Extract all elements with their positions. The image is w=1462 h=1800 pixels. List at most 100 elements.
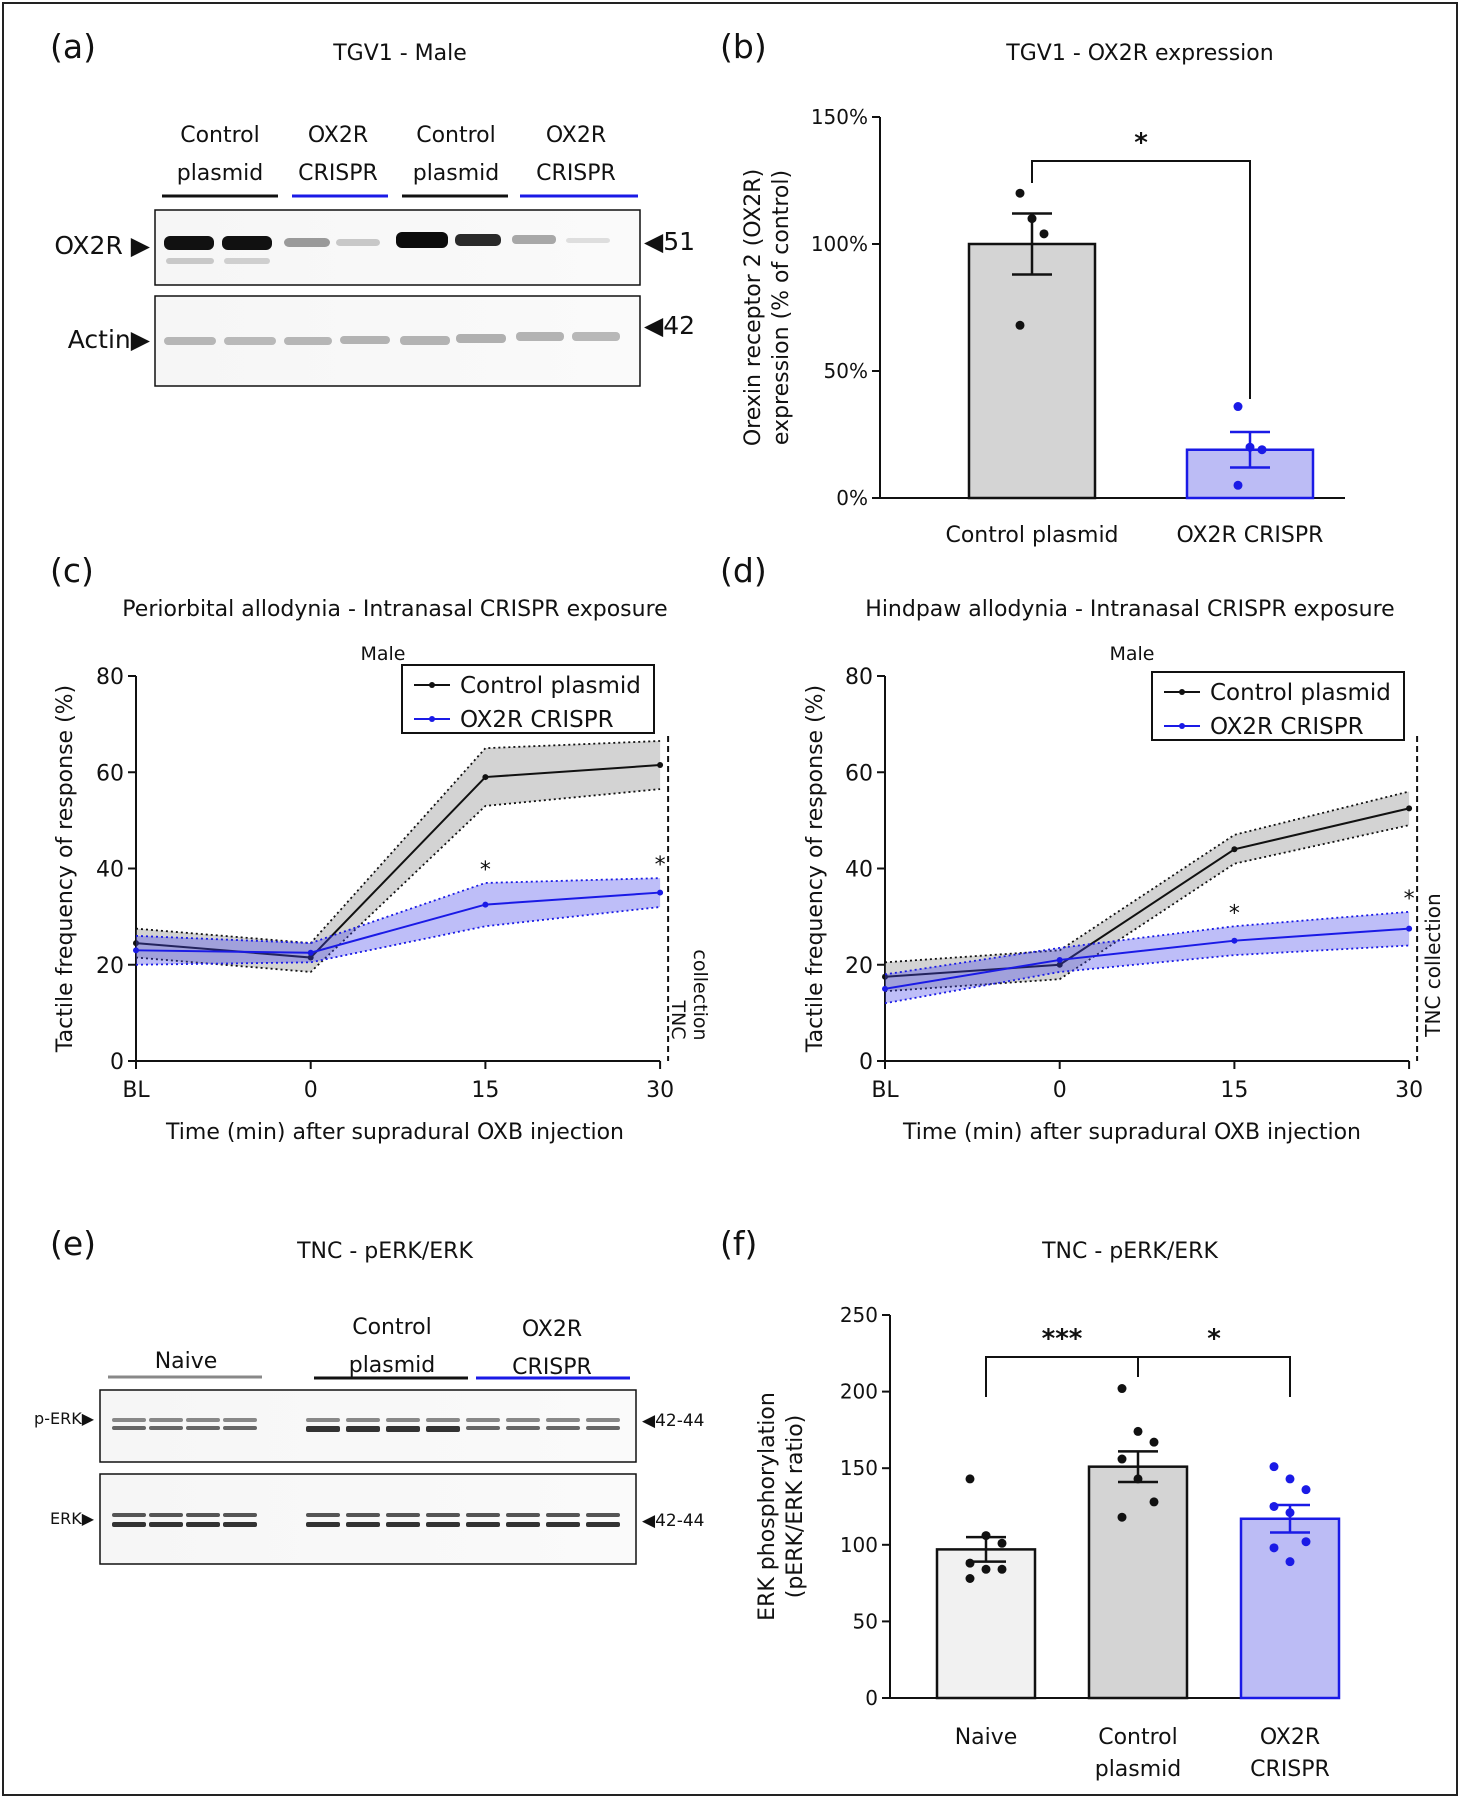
- erk-band-lower: [506, 1522, 540, 1527]
- erk-band-upper: [466, 1513, 500, 1517]
- x-axis-label: Time (min) after supradural OXB injectio…: [165, 1120, 624, 1145]
- erk-band-upper: [223, 1513, 257, 1517]
- bar: [967, 242, 1097, 500]
- y-tick-label: 0: [110, 1050, 124, 1075]
- x-axis-label: Time (min) after supradural OXB injectio…: [902, 1120, 1361, 1145]
- data-point: [1285, 1508, 1295, 1518]
- data-point: [1027, 214, 1037, 224]
- y-tick-label: 100%: [811, 232, 868, 256]
- sem-band: [136, 878, 661, 965]
- erk-band-upper: [506, 1513, 540, 1517]
- significance-bracket: [1031, 160, 1251, 399]
- sem-upper: [135, 740, 661, 945]
- sem-band: [885, 791, 1410, 992]
- erk-blot: [99, 1473, 637, 1565]
- group-label-crispr-b: CRISPR: [512, 1355, 592, 1380]
- data-point: [1257, 445, 1267, 455]
- perk-band-lower: [506, 1426, 540, 1430]
- x-tick-label: 15: [1220, 1078, 1248, 1103]
- perk-band-upper: [466, 1418, 500, 1422]
- chart-subtitle: Male: [360, 643, 405, 665]
- sem-lower: [884, 944, 1410, 1005]
- mw-42: ◀42: [644, 311, 695, 340]
- data-point: [1015, 320, 1025, 330]
- legend-swatch-dot: [1179, 689, 1185, 695]
- perk-band-upper: [306, 1418, 340, 1422]
- legend-label: OX2R CRISPR: [460, 707, 614, 733]
- series-point: [307, 949, 314, 956]
- data-point: [1301, 1537, 1311, 1547]
- y-tick-label: 0: [859, 1050, 873, 1075]
- chart-d: Hindpaw allodynia - Intranasal CRISPR ex…: [803, 597, 1423, 1145]
- data-point: [997, 1538, 1007, 1548]
- y-tick-label: 80: [845, 665, 873, 690]
- lane-label-3a: Control: [416, 123, 496, 148]
- y-tick-label: 150%: [811, 105, 868, 129]
- x-tick-label: BL: [871, 1078, 899, 1103]
- series-point: [133, 940, 139, 947]
- y-tick-label: 50%: [824, 359, 868, 383]
- significance-bracket: [1137, 1356, 1291, 1397]
- y-tick-label: 0: [865, 1686, 878, 1710]
- y-axis-label: ERK phosphorylation: [755, 1392, 780, 1621]
- chart-f: TNC - pERK/ERK 0 50 100 150 200 250 ERK phospho…: [755, 1239, 1341, 1782]
- y-tick-label: 200: [840, 1380, 878, 1404]
- x-tick-label: 0: [304, 1078, 318, 1103]
- series-point: [482, 901, 489, 908]
- chart-c: Periorbital allodynia - Intranasal CRISP…: [53, 597, 674, 1145]
- y-tick-label: 50: [853, 1609, 878, 1633]
- x-tick-label: 0: [1053, 1078, 1067, 1103]
- y-tick-label: 60: [96, 761, 124, 786]
- data-point: [1039, 229, 1049, 239]
- series-point: [1406, 925, 1413, 932]
- significance-label: *: [1229, 901, 1240, 926]
- category-label: OX2R: [1260, 1725, 1320, 1750]
- category-label: Control: [1098, 1725, 1178, 1750]
- significance-label: ***: [1042, 1324, 1083, 1354]
- legend-box: [1151, 671, 1405, 741]
- series-line: [135, 764, 661, 959]
- actin-bands: [164, 332, 620, 345]
- data-point: [1269, 1502, 1279, 1511]
- erk-band-upper: [426, 1513, 460, 1517]
- data-point: [1149, 1437, 1159, 1447]
- lane-label-4b: CRISPR: [536, 161, 616, 186]
- y-tick-label: 250: [840, 1303, 878, 1327]
- erk-band-lower: [546, 1522, 580, 1527]
- perk-bands: [112, 1418, 620, 1432]
- erk-bands: [112, 1513, 620, 1527]
- legend-label: Control plasmid: [460, 673, 641, 699]
- data-point: [1015, 188, 1025, 198]
- y-axis-label: Tactile frequency of response (%): [803, 685, 828, 1053]
- group-label-naive: Naive: [155, 1349, 218, 1374]
- data-point: [1233, 480, 1243, 490]
- chart-title: TGV1 - OX2R expression: [1005, 41, 1273, 66]
- mw-erk: ◀42-44: [642, 1511, 704, 1531]
- data-point: [981, 1564, 991, 1574]
- chart-b: TGV1 - OX2R expression 0% 50% 100% 150% Orexi…: [741, 41, 1345, 548]
- legend-swatch-dot: [1179, 723, 1185, 729]
- erk-band-upper: [346, 1513, 380, 1517]
- perk-band-lower: [386, 1426, 420, 1432]
- y-axis-label: Tactile frequency of response (%): [53, 685, 78, 1053]
- data-point: [1269, 1462, 1279, 1472]
- group-label-control-a: Control: [352, 1315, 432, 1340]
- perk-band-lower: [149, 1426, 183, 1430]
- legend-label: Control plasmid: [1210, 680, 1391, 706]
- group-label-control-b: plasmid: [349, 1353, 436, 1378]
- panel-e: (e) TNC - pERK/ERK Naive Control plasmid…: [34, 1224, 704, 1565]
- erk-band-upper: [306, 1513, 340, 1517]
- lane-label-2a: OX2R: [308, 123, 368, 148]
- y-tick-label: 150: [840, 1456, 878, 1480]
- category-label: plasmid: [1095, 1757, 1182, 1782]
- perk-band-lower: [546, 1426, 580, 1430]
- perk-band-upper: [223, 1418, 257, 1422]
- sem-upper: [884, 910, 1410, 976]
- y-tick-label: 60: [845, 761, 873, 786]
- perk-band-lower: [346, 1426, 380, 1432]
- data-point: [965, 1574, 975, 1584]
- significance-label: *: [655, 853, 666, 878]
- erk-band-lower: [466, 1522, 500, 1527]
